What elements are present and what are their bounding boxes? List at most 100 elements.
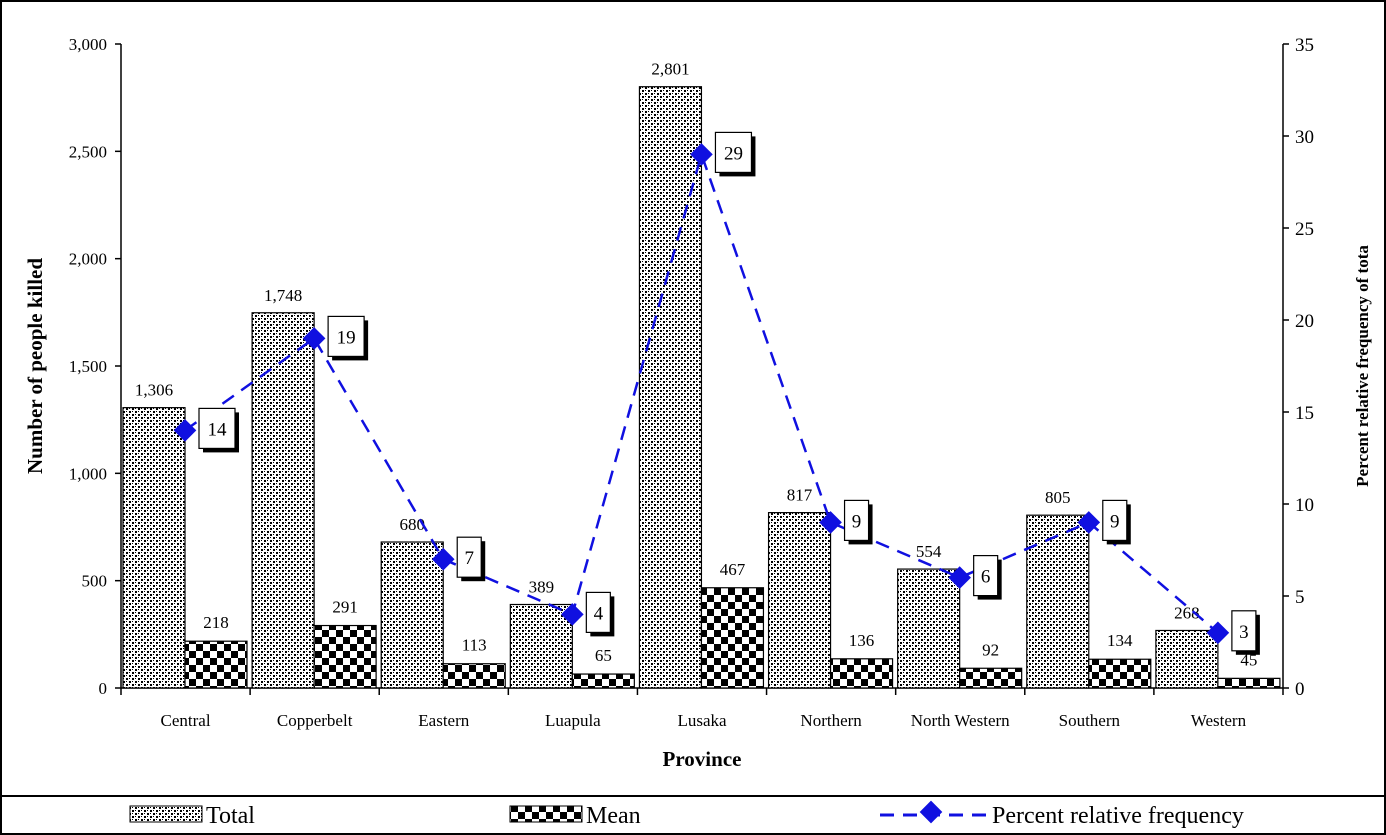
y-axis-title: Number of people killed: [23, 258, 47, 474]
data-label-mean: 134: [1107, 631, 1133, 650]
percent-label-box: [1231, 610, 1257, 652]
y-tick-label: 0: [99, 679, 108, 698]
percent-marker: [819, 511, 842, 534]
x-axis-title: Province: [663, 747, 742, 771]
y-tick-label: 3,000: [69, 35, 107, 54]
y2-tick-label: 35: [1295, 35, 1314, 56]
bar-total: [122, 407, 186, 689]
bar-total: [1155, 629, 1219, 689]
data-label-mean: 291: [332, 598, 358, 617]
percent-marker: [948, 566, 971, 589]
bar-mean: [571, 673, 635, 689]
bar-mean: [184, 640, 248, 689]
data-label-mean: 467: [720, 560, 746, 579]
percent-label: 29: [724, 143, 743, 164]
x-tick-label: Eastern: [418, 711, 469, 730]
data-label-total: 554: [916, 542, 942, 561]
percent-label-box: [198, 407, 236, 449]
percent-label-box: [973, 554, 999, 597]
percent-label-box: [714, 131, 753, 173]
y-tick-label: 1,500: [69, 357, 107, 376]
legend-box: [0, 795, 1386, 835]
data-label-total: 1,748: [264, 286, 302, 305]
percent-label-box: [843, 499, 870, 541]
percent-label: 14: [208, 419, 228, 440]
y2-axis-title: Percent relative frequency of tota: [1353, 245, 1372, 487]
percent-marker: [302, 327, 326, 350]
left-axis-ticks: 0 500 1,000 1,500 2,000 2,500 3,000: [69, 35, 121, 698]
y2-tick-label: 25: [1295, 219, 1314, 240]
percent-marker: [431, 547, 455, 571]
bar-mean: [1088, 658, 1152, 689]
percent-label: 7: [464, 548, 474, 569]
y2-tick-label: 15: [1295, 403, 1314, 424]
x-tick-label: Lusaka: [677, 711, 727, 730]
data-label-total: 817: [787, 486, 813, 505]
percent-marker: [561, 603, 584, 626]
x-tick-label: Northern: [800, 711, 862, 730]
percent-label: 6: [981, 567, 991, 588]
bar-total: [638, 86, 703, 689]
percent-line: [184, 150, 1219, 634]
bar-total: [767, 512, 832, 689]
percent-label: 19: [337, 327, 356, 348]
data-label-mean: 113: [462, 636, 487, 655]
x-tick-label: Southern: [1059, 711, 1121, 730]
bar-total: [897, 568, 961, 689]
percent-marker: [1206, 621, 1230, 645]
legend-swatch-total: [129, 805, 203, 823]
bars-layer: 1,3062181,748291680113389652,80146781713…: [122, 60, 1281, 689]
legend: Total Mean Percent relative frequency: [129, 800, 1244, 829]
bar-mean: [829, 658, 894, 689]
percent-label: 9: [1110, 511, 1120, 532]
data-label-total: 389: [529, 577, 555, 596]
y2-tick-label: 0: [1295, 679, 1305, 700]
legend-label-mean: Mean: [586, 803, 641, 829]
legend-label-total: Total: [206, 803, 255, 829]
bar-total: [1026, 514, 1090, 689]
percent-marker: [1077, 511, 1101, 534]
y-tick-label: 2,500: [69, 142, 107, 161]
bar-mean: [442, 663, 506, 689]
bar-mean: [700, 587, 765, 689]
y-tick-label: 2,000: [69, 250, 107, 269]
data-label-total: 680: [399, 515, 425, 534]
y2-tick-label: 5: [1295, 587, 1305, 608]
legend-swatch-mean: [509, 805, 583, 823]
y-tick-label: 500: [82, 572, 108, 591]
data-label-total: 805: [1045, 488, 1071, 507]
bar-total: [251, 312, 315, 689]
data-label-total: 2,801: [651, 60, 689, 79]
percent-label-box: [456, 536, 482, 578]
percent-label-box: [327, 315, 365, 357]
data-label-mean: 65: [595, 646, 612, 665]
right-axis-ticks: 0 5 10 15 20 25 30 35: [1283, 35, 1314, 700]
y2-tick-label: 30: [1295, 127, 1314, 148]
data-label-mean: 92: [982, 640, 999, 659]
x-tick-label: Copperbelt: [277, 711, 353, 730]
percent-label-box: [585, 591, 611, 634]
data-label-total: 268: [1174, 603, 1200, 622]
percent-label: 9: [852, 511, 862, 532]
data-label-mean: 218: [203, 613, 229, 632]
x-axis-ticks: Central Copperbelt Eastern Luapula Lusaka Nor…: [120, 688, 1284, 730]
x-tick-label: Luapula: [545, 711, 601, 730]
x-tick-label: North Western: [911, 711, 1010, 730]
x-tick-label: Central: [161, 711, 211, 730]
y2-tick-label: 10: [1295, 495, 1314, 516]
bar-mean: [1217, 677, 1281, 689]
x-tick-label: Western: [1191, 711, 1247, 730]
bar-total: [380, 541, 444, 689]
data-label-mean: 136: [849, 631, 875, 650]
y2-tick-label: 20: [1295, 311, 1314, 332]
legend-swatch-marker: [919, 800, 943, 824]
percent-label: 3: [1239, 622, 1249, 643]
bar-total: [509, 603, 573, 689]
data-label-mean: 45: [1240, 650, 1257, 669]
percent-label: 4: [594, 603, 604, 624]
y-tick-label: 1,000: [69, 464, 107, 483]
data-label-total: 1,306: [135, 381, 173, 400]
bar-mean: [313, 624, 377, 689]
legend-label-line: Percent relative frequency: [992, 803, 1244, 829]
